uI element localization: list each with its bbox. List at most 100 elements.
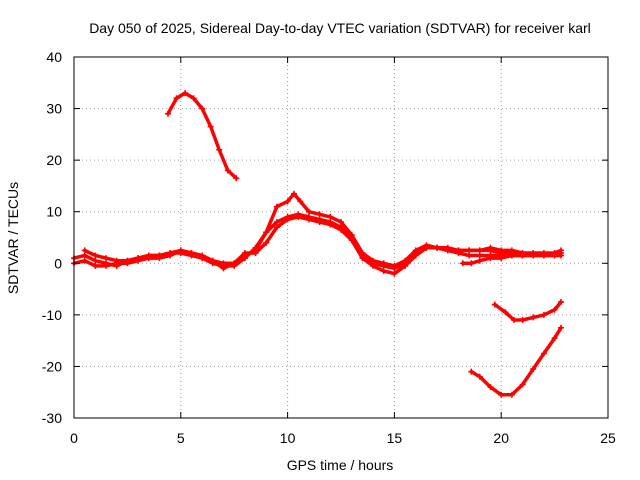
data-point — [491, 301, 498, 308]
y-tick-label: 20 — [46, 152, 62, 168]
data-point — [558, 324, 564, 331]
data-point — [551, 335, 558, 342]
data-point — [412, 252, 419, 259]
data-point — [224, 167, 231, 174]
data-point — [498, 255, 505, 262]
data-point — [273, 224, 280, 231]
data-point — [103, 262, 109, 269]
y-tick-label: 10 — [46, 204, 62, 220]
data-point — [558, 247, 564, 254]
data-point — [444, 244, 451, 251]
data-point — [508, 247, 515, 254]
data-point — [551, 250, 558, 256]
data-point — [92, 257, 99, 264]
data-point — [188, 250, 195, 256]
data-point — [459, 260, 466, 267]
data-point — [295, 213, 302, 220]
data-point — [220, 260, 227, 267]
data-point — [145, 252, 152, 259]
data-point — [327, 221, 334, 228]
data-point — [113, 257, 120, 264]
data-point — [519, 252, 526, 259]
grid-lines — [74, 57, 608, 418]
data-point — [380, 268, 387, 274]
data-point — [476, 247, 483, 254]
data-point — [508, 391, 515, 398]
data-point — [327, 213, 334, 220]
x-axis-label: GPS time / hours — [287, 457, 394, 473]
axis-ticks — [73, 56, 609, 419]
data-point — [81, 247, 88, 254]
data-point — [476, 373, 483, 380]
y-tick-label: 40 — [46, 49, 62, 65]
data-point — [502, 309, 509, 316]
y-tick-label: 30 — [46, 101, 62, 117]
data-point — [316, 211, 323, 218]
plot-frame — [73, 56, 609, 419]
data-point — [540, 350, 547, 357]
data-point — [167, 250, 174, 256]
data-point — [273, 203, 280, 210]
data-point — [498, 247, 505, 254]
data-point — [380, 260, 387, 267]
data-point — [306, 208, 312, 215]
data-point — [455, 247, 462, 254]
data-point — [468, 368, 475, 375]
data-point — [273, 219, 280, 225]
data-point — [519, 317, 526, 323]
data-point — [81, 257, 88, 264]
data-point — [402, 257, 409, 264]
data-point — [348, 231, 355, 238]
data-point — [468, 260, 475, 267]
y-tick-label: -10 — [42, 307, 62, 323]
data-point — [540, 250, 547, 256]
data-point — [124, 257, 131, 264]
data-point — [338, 226, 344, 233]
data-point — [182, 90, 189, 97]
data-point — [370, 262, 376, 269]
y-tick-label: 0 — [54, 255, 62, 271]
data-point — [207, 123, 214, 130]
data-point — [103, 255, 109, 262]
data-point — [508, 252, 515, 259]
data-point — [466, 252, 473, 259]
data-point — [233, 175, 240, 182]
data-point — [412, 247, 419, 254]
data-point — [359, 255, 366, 262]
data-point — [92, 262, 99, 269]
data-point — [156, 252, 163, 259]
data-point — [519, 381, 526, 388]
data-point — [241, 252, 248, 259]
data-point — [487, 244, 494, 251]
x-tick-label: 15 — [387, 430, 403, 446]
data-point — [306, 216, 312, 223]
x-tick-label: 25 — [600, 430, 616, 446]
data-point — [359, 250, 366, 256]
data-point — [291, 190, 297, 197]
data-point — [199, 105, 206, 112]
data-point — [511, 317, 517, 323]
data-point — [190, 95, 197, 102]
data-point — [370, 257, 376, 264]
data-point — [476, 252, 483, 259]
data-point — [81, 252, 88, 259]
data-point — [284, 198, 291, 205]
chart-title: Day 050 of 2025, Sidereal Day-to-day VTE… — [89, 20, 591, 36]
data-point — [165, 110, 171, 117]
x-tick-label: 10 — [280, 430, 296, 446]
data-point — [476, 257, 483, 264]
series-group — [71, 90, 564, 398]
data-point — [530, 314, 537, 321]
data-point — [297, 198, 304, 205]
data-point — [434, 244, 441, 251]
data-point — [487, 384, 494, 391]
data-point — [135, 255, 142, 262]
data-point — [177, 247, 184, 254]
data-point — [540, 311, 547, 318]
data-point — [391, 270, 398, 277]
y-tick-label: -20 — [42, 358, 62, 374]
data-point — [402, 262, 409, 269]
series-late-low — [469, 326, 563, 397]
data-point — [252, 247, 259, 254]
